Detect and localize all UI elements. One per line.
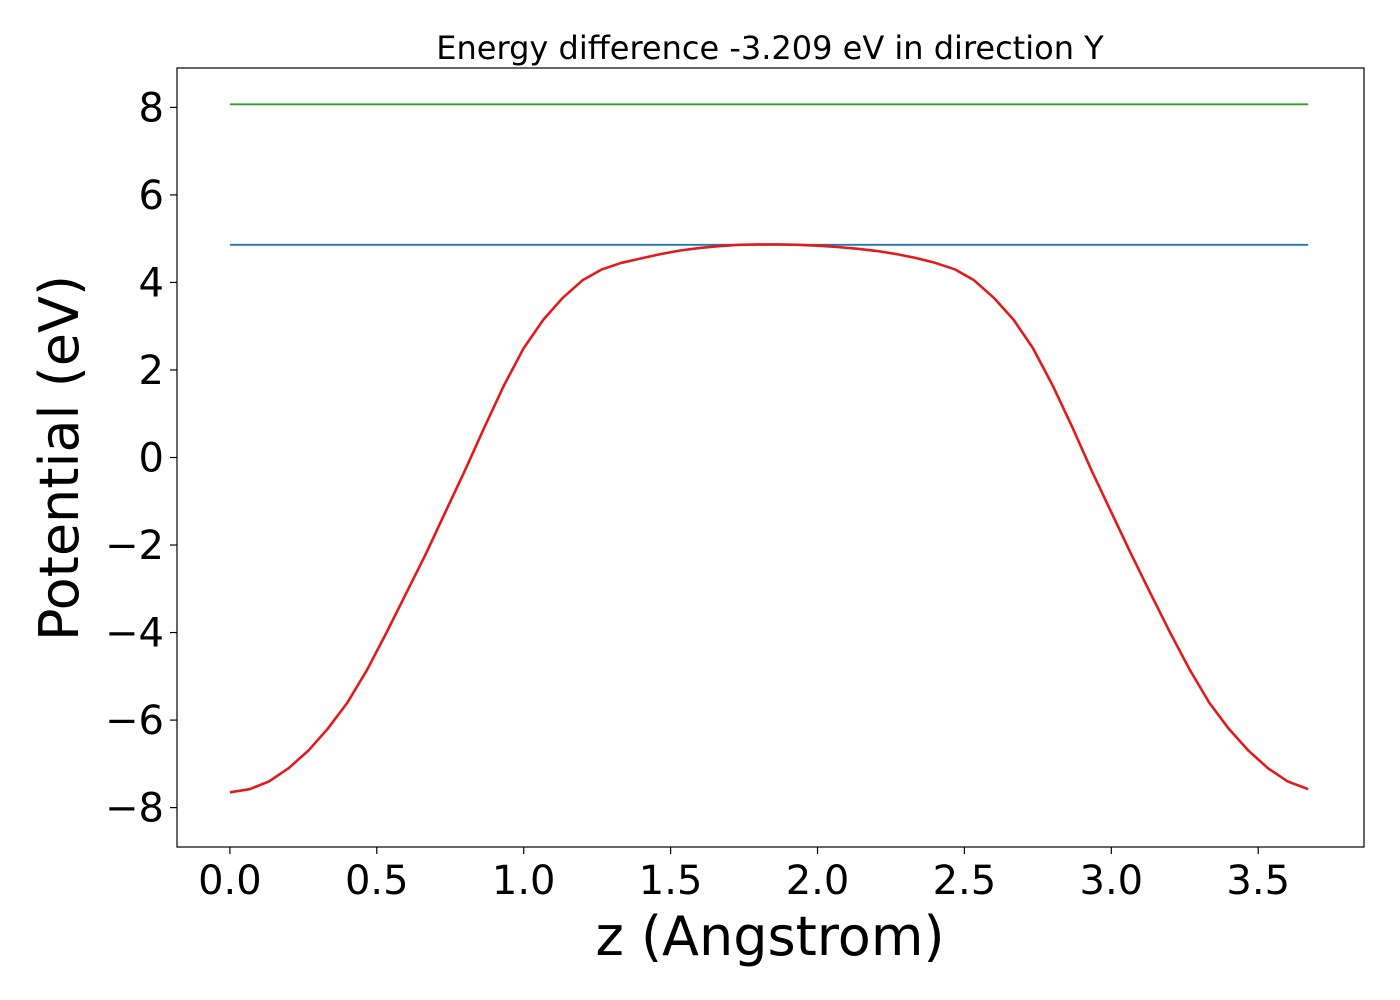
x-tick-label: 2.0 [786,858,850,904]
x-tick-label: 1.0 [492,858,556,904]
series-line-2 [229,243,1309,794]
x-axis-ticks: 0.0 0.5 1.0 1.5 2.0 2.5 3.0 3.5 [198,847,1290,904]
y-tick-label: 0 [139,436,164,482]
y-tick-label: −2 [105,523,164,569]
y-tick-label: 4 [139,260,164,306]
y-tick-label: 2 [139,348,164,394]
x-tick-label: 0.0 [198,858,262,904]
y-axis-ticks: −8 −6 −4 −2 0 2 4 6 8 [105,85,177,832]
chart-title: Energy difference -3.209 eV in direction… [436,29,1104,67]
x-tick-label: 3.5 [1226,858,1290,904]
y-tick-label: −4 [105,611,164,657]
y-tick-label: −6 [105,698,164,744]
x-tick-label: 2.5 [933,858,997,904]
x-tick-label: 3.0 [1080,858,1144,904]
y-tick-label: −8 [105,786,164,832]
x-tick-label: 0.5 [345,858,409,904]
y-tick-label: 6 [139,173,164,219]
y-tick-label: 8 [139,85,164,131]
x-tick-label: 1.5 [639,858,703,904]
x-axis-label: z (Angstrom) [595,905,944,968]
series-layer [229,103,1309,794]
y-axis-label: Potential (eV) [28,275,91,641]
plot-background [177,68,1364,847]
